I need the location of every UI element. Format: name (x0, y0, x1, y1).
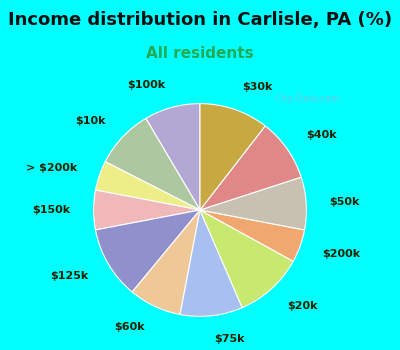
Wedge shape (200, 177, 306, 230)
Wedge shape (200, 210, 293, 308)
Text: $125k: $125k (50, 271, 88, 281)
Wedge shape (94, 190, 200, 230)
Wedge shape (96, 162, 200, 210)
Wedge shape (146, 104, 200, 210)
Text: > $200k: > $200k (26, 163, 77, 173)
Text: $50k: $50k (330, 197, 360, 207)
Text: $40k: $40k (306, 130, 337, 140)
Text: $60k: $60k (114, 322, 145, 332)
Text: $75k: $75k (214, 334, 245, 344)
Wedge shape (200, 210, 304, 261)
Text: $150k: $150k (32, 205, 70, 215)
Text: City-Data.com: City-Data.com (275, 94, 340, 103)
Wedge shape (200, 104, 265, 210)
Wedge shape (132, 210, 200, 315)
Text: Income distribution in Carlisle, PA (%): Income distribution in Carlisle, PA (%) (8, 10, 392, 28)
Wedge shape (96, 210, 200, 292)
Text: $200k: $200k (322, 249, 360, 259)
Text: $100k: $100k (128, 80, 166, 90)
Wedge shape (200, 126, 301, 210)
Text: $20k: $20k (287, 301, 318, 311)
Text: $30k: $30k (242, 82, 272, 92)
Wedge shape (180, 210, 242, 316)
Text: $10k: $10k (75, 116, 105, 126)
Text: All residents: All residents (146, 46, 254, 61)
Wedge shape (105, 118, 200, 210)
